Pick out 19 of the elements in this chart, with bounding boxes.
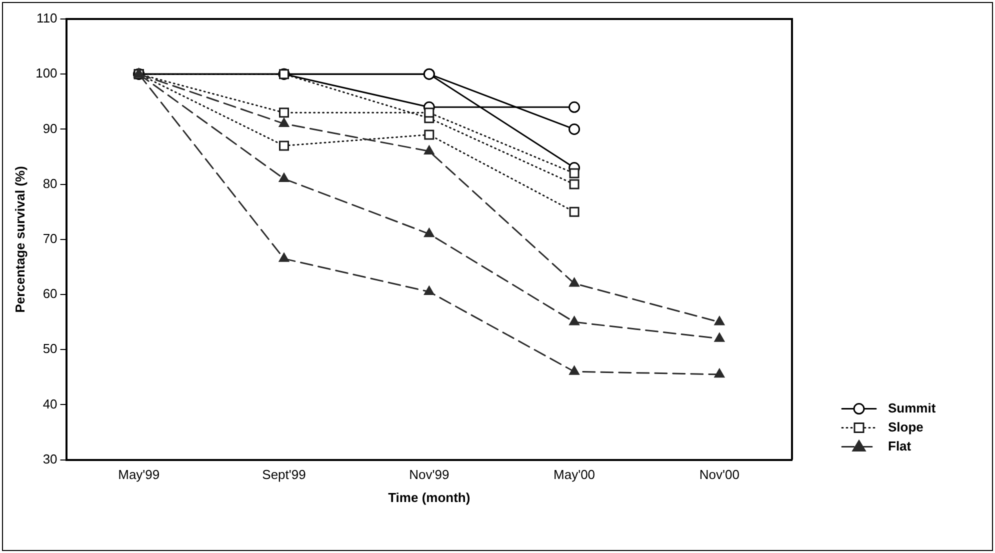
y-tick-label: 70 [42, 230, 58, 246]
x-tick-label: May'99 [118, 467, 160, 482]
y-tick-label: 60 [42, 286, 58, 302]
legend-label: Slope [888, 419, 924, 434]
y-tick-label: 90 [42, 120, 58, 136]
legend-label: Summit [888, 400, 936, 416]
y-tick-label: 50 [42, 341, 58, 356]
y-tick-label: 30 [42, 451, 58, 466]
y-tick-label: 110 [36, 10, 58, 26]
x-tick-label: May'00 [554, 467, 596, 482]
legend-label: Flat [888, 438, 912, 454]
x-tick-label: Nov'00 [699, 467, 740, 482]
x-tick-label: Sept'99 [262, 467, 306, 482]
y-axis-title: Percentage survival (%) [12, 166, 28, 313]
y-tick-label: 80 [42, 176, 58, 191]
x-tick-label: Nov'99 [409, 467, 450, 482]
y-tick-label: 40 [42, 396, 58, 412]
x-axis-title: Time (month) [388, 490, 470, 505]
y-tick-label: 100 [36, 66, 58, 81]
